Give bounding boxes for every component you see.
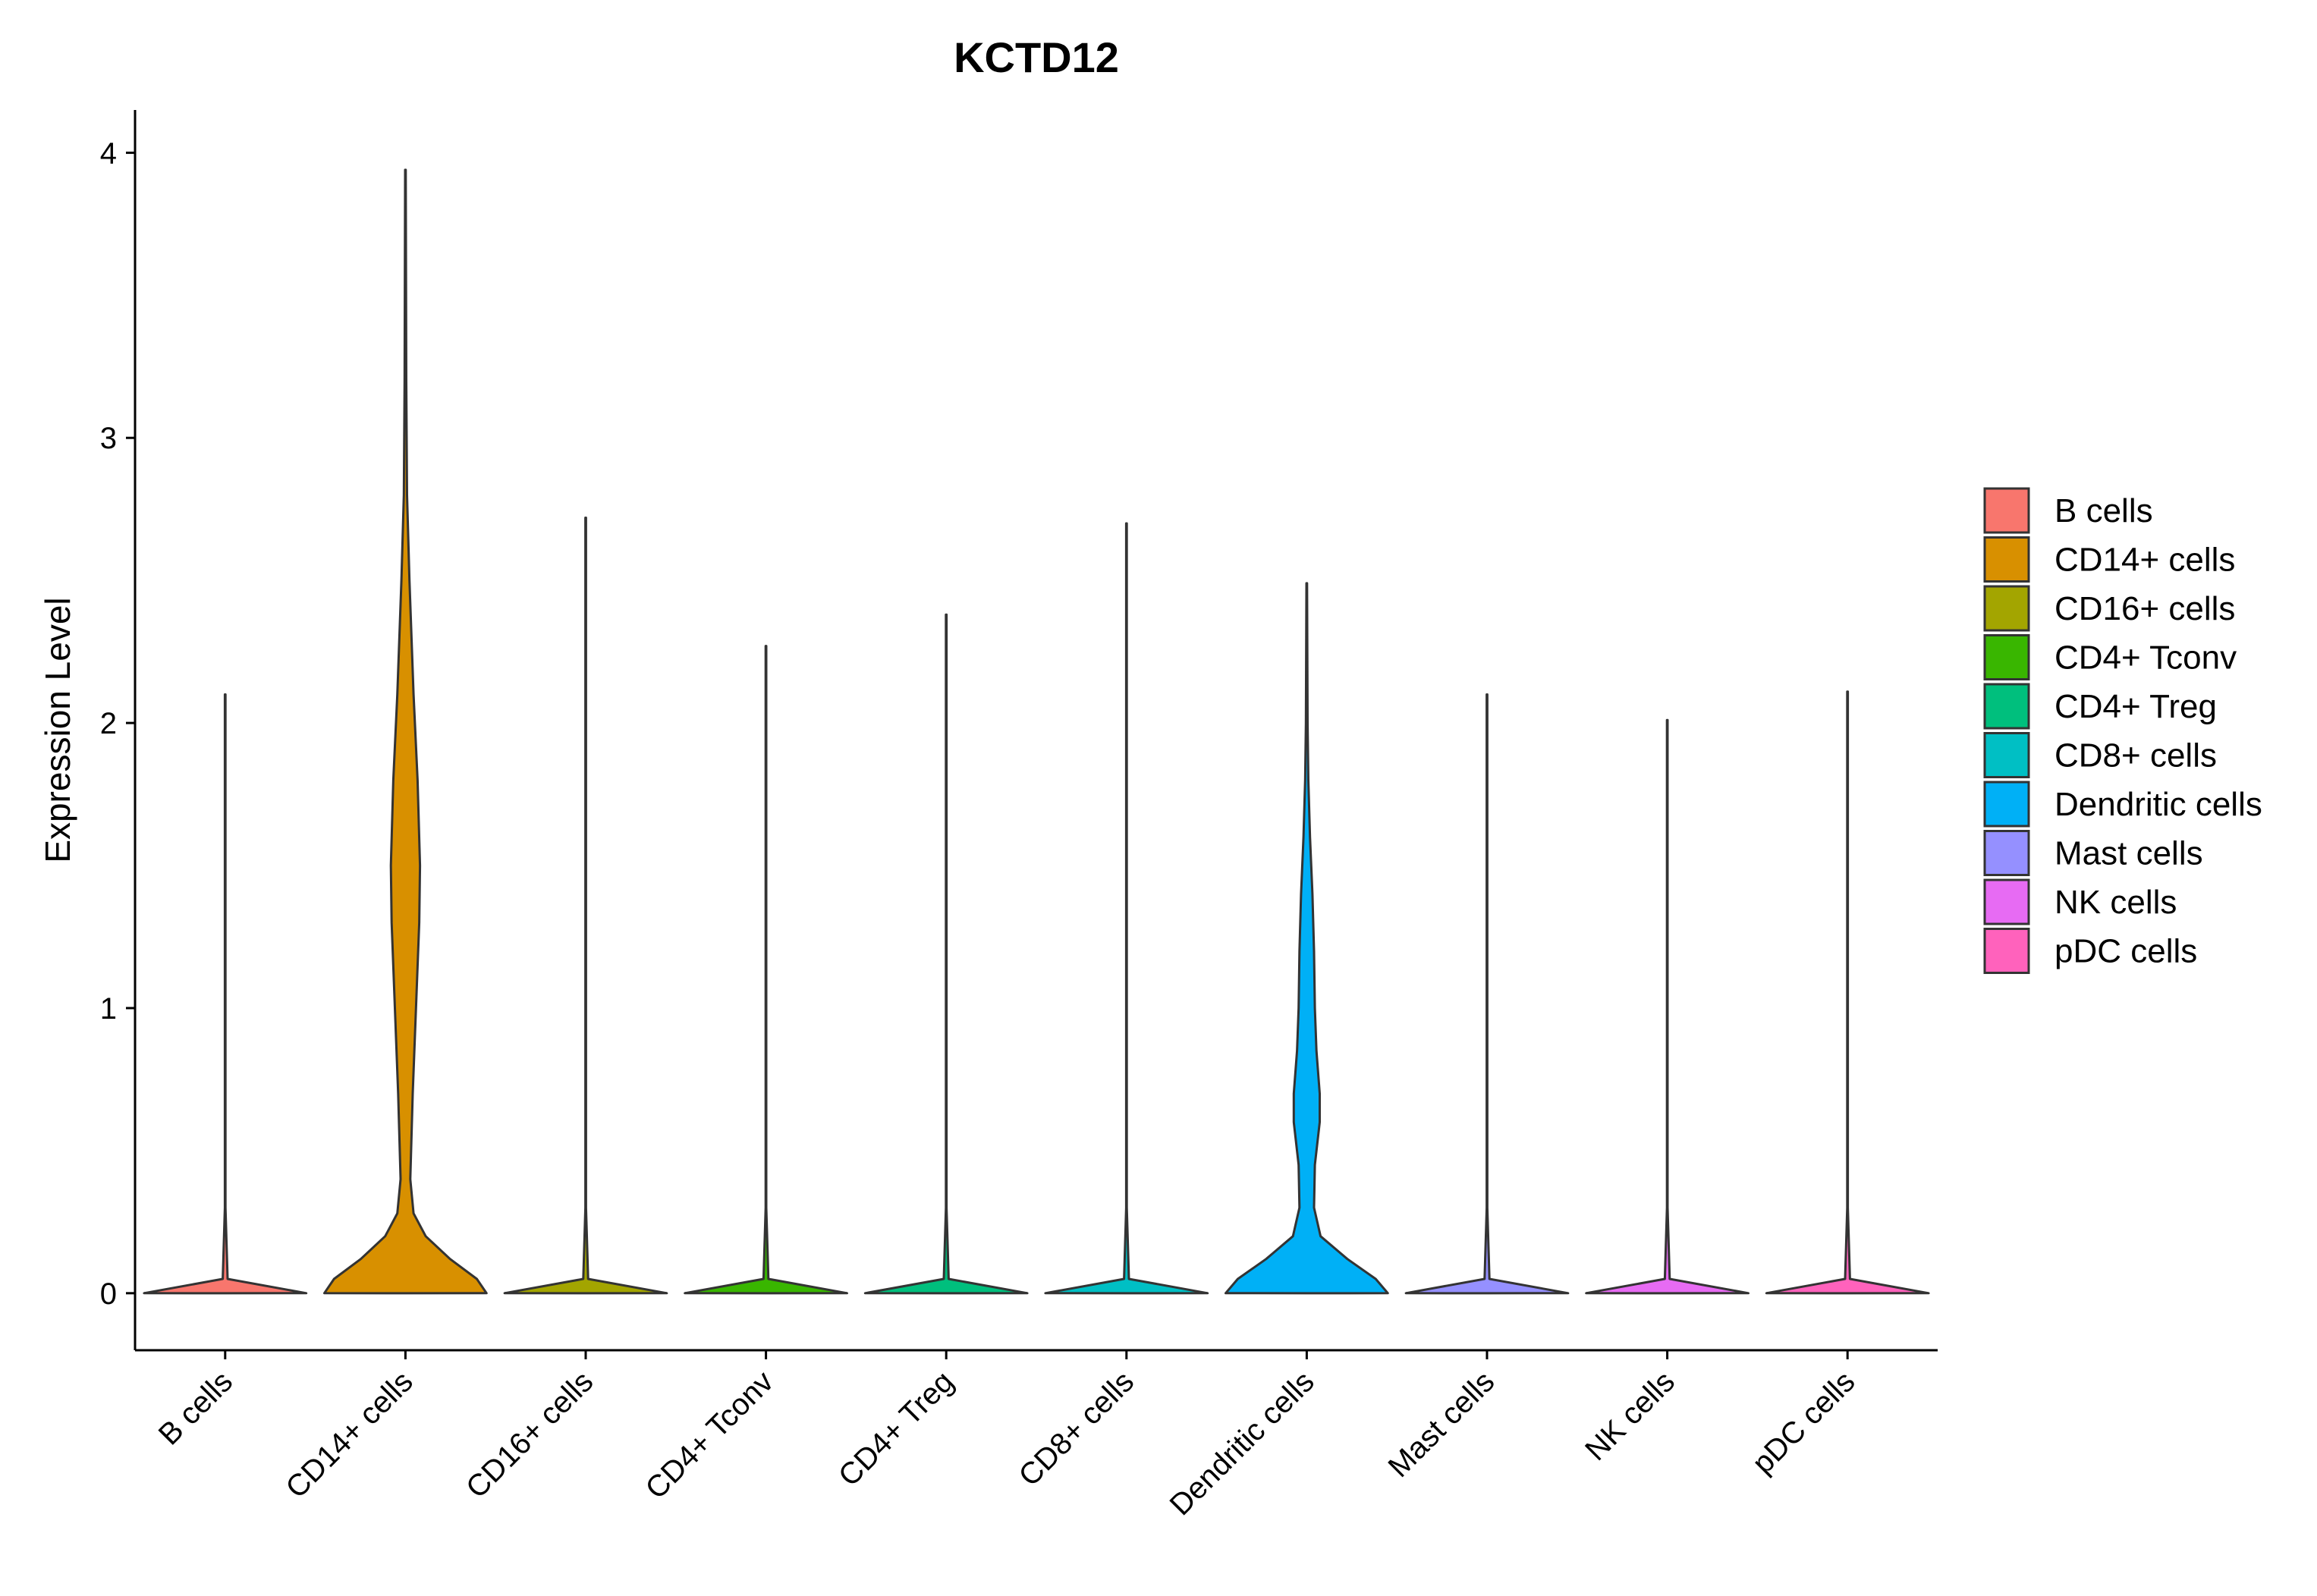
y-tick-label: 3 bbox=[100, 422, 117, 455]
legend-label: CD4+ Tconv bbox=[2054, 639, 2237, 677]
legend-label: CD8+ cells bbox=[2054, 737, 2217, 774]
legend-swatch bbox=[1983, 830, 2030, 876]
legend-label: B cells bbox=[2054, 492, 2153, 529]
legend-swatch bbox=[1983, 536, 2030, 583]
legend-label: NK cells bbox=[2054, 884, 2177, 921]
violin-b-cells bbox=[143, 693, 308, 1295]
violin-cd16-cells bbox=[503, 517, 668, 1295]
violin-mast-cells bbox=[1404, 693, 1570, 1295]
violin-nk-cells bbox=[1585, 718, 1750, 1295]
legend-label: CD16+ cells bbox=[2054, 590, 2235, 627]
legend-label: Dendritic cells bbox=[2054, 786, 2262, 823]
y-tick-label: 4 bbox=[100, 137, 117, 170]
y-tick-label: 2 bbox=[100, 707, 117, 740]
chart-title: KCTD12 bbox=[954, 33, 1119, 81]
legend-label: Mast cells bbox=[2054, 835, 2203, 872]
violin-cd8-cells bbox=[1044, 522, 1209, 1295]
legend-swatch bbox=[1983, 878, 2030, 925]
violin-cd4-treg bbox=[863, 613, 1029, 1295]
violin-cd14-cells bbox=[323, 168, 488, 1295]
y-tick-label: 1 bbox=[100, 992, 117, 1026]
legend-label: pDC cells bbox=[2054, 933, 2197, 970]
legend-label: CD14+ cells bbox=[2054, 542, 2235, 579]
legend-swatch bbox=[1983, 634, 2030, 680]
violin-pdc-cells bbox=[1765, 690, 1930, 1295]
legend-swatch bbox=[1983, 928, 2030, 974]
legend-swatch bbox=[1983, 683, 2030, 730]
legend: B cells CD14+ cells CD16+ cells CD4+ Tconv C… bbox=[1983, 487, 2262, 974]
legend-swatch bbox=[1983, 781, 2030, 828]
legend-swatch bbox=[1983, 732, 2030, 778]
violin-cd4-tconv bbox=[684, 645, 848, 1295]
legend-swatch bbox=[1983, 585, 2030, 632]
legend-label: CD4+ Treg bbox=[2054, 688, 2217, 725]
violin-dendritic-cells bbox=[1225, 582, 1389, 1295]
y-tick-label: 0 bbox=[100, 1277, 117, 1311]
legend-swatch bbox=[1983, 487, 2030, 534]
y-axis-title: Expression Level bbox=[38, 597, 77, 862]
violin-group bbox=[143, 168, 1930, 1295]
